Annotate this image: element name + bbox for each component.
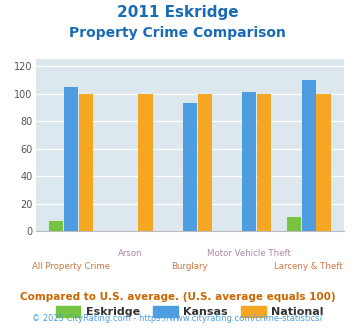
- Bar: [138, 94, 153, 231]
- Bar: [287, 217, 301, 231]
- Text: Burglary: Burglary: [171, 262, 208, 271]
- Text: Larceny & Theft: Larceny & Theft: [274, 262, 343, 271]
- Bar: [64, 87, 78, 231]
- Bar: [49, 221, 64, 231]
- Legend: Eskridge, Kansas, National: Eskridge, Kansas, National: [51, 302, 328, 322]
- Bar: [79, 94, 93, 231]
- Text: Motor Vehicle Theft: Motor Vehicle Theft: [207, 249, 291, 258]
- Text: Compared to U.S. average. (U.S. average equals 100): Compared to U.S. average. (U.S. average …: [20, 292, 335, 302]
- Bar: [198, 94, 212, 231]
- Text: © 2025 CityRating.com - https://www.cityrating.com/crime-statistics/: © 2025 CityRating.com - https://www.city…: [32, 314, 323, 323]
- Bar: [242, 92, 256, 231]
- Text: Arson: Arson: [118, 249, 143, 258]
- Text: All Property Crime: All Property Crime: [32, 262, 110, 271]
- Text: 2011 Eskridge: 2011 Eskridge: [117, 5, 238, 20]
- Bar: [316, 94, 331, 231]
- Text: Property Crime Comparison: Property Crime Comparison: [69, 26, 286, 40]
- Bar: [257, 94, 271, 231]
- Bar: [183, 103, 197, 231]
- Bar: [302, 80, 316, 231]
